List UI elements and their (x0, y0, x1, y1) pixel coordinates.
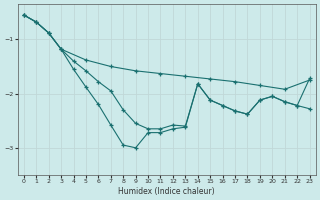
X-axis label: Humidex (Indice chaleur): Humidex (Indice chaleur) (118, 187, 215, 196)
